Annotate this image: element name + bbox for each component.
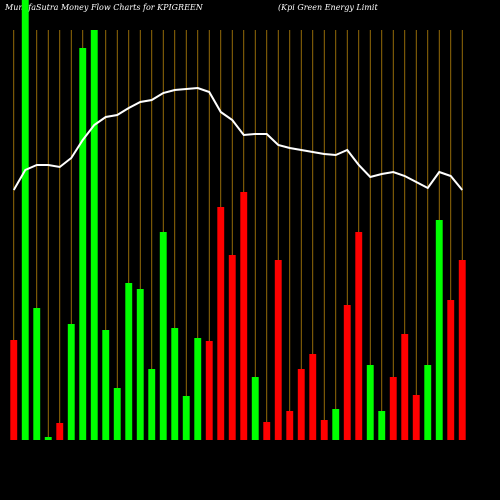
- bar: [113, 388, 121, 440]
- bar: [263, 422, 271, 440]
- bar: [274, 260, 282, 440]
- bar: [102, 330, 110, 440]
- bar: [378, 411, 386, 440]
- bar: [366, 365, 374, 440]
- bar: [435, 220, 443, 440]
- bar: [194, 338, 202, 440]
- bar: [136, 289, 144, 440]
- money-flow-line: [12, 86, 464, 191]
- bar: [217, 207, 225, 440]
- bar: [389, 377, 397, 440]
- bar: [412, 395, 420, 440]
- bar: [309, 354, 317, 440]
- bar: [240, 192, 248, 440]
- bar: [148, 369, 156, 440]
- bar: [205, 341, 213, 440]
- bar: [424, 365, 432, 440]
- bar: [79, 48, 87, 440]
- bar: [33, 308, 41, 440]
- bar: [182, 396, 190, 440]
- bar: [159, 232, 167, 440]
- bar: [125, 283, 133, 440]
- bar: [355, 232, 363, 440]
- bar: [401, 334, 409, 440]
- bar: [10, 340, 18, 440]
- chart-title: MunafaSutra Money Flow Charts for KPIGRE…: [4, 3, 204, 12]
- bar: [228, 255, 236, 440]
- bar: [458, 260, 466, 440]
- bar: [447, 300, 455, 440]
- bar: [44, 437, 52, 440]
- bar: [332, 409, 340, 440]
- bar: [320, 420, 328, 440]
- chart-subtitle: (Kpi Green Energy Limit: [278, 3, 378, 12]
- bar: [297, 369, 305, 440]
- bar: [21, 0, 29, 440]
- bar: [67, 324, 75, 440]
- bar: [56, 423, 64, 440]
- bar: [251, 377, 259, 440]
- bar: [286, 411, 294, 440]
- bar: [90, 30, 98, 440]
- bar: [343, 305, 351, 440]
- bar: [171, 328, 179, 440]
